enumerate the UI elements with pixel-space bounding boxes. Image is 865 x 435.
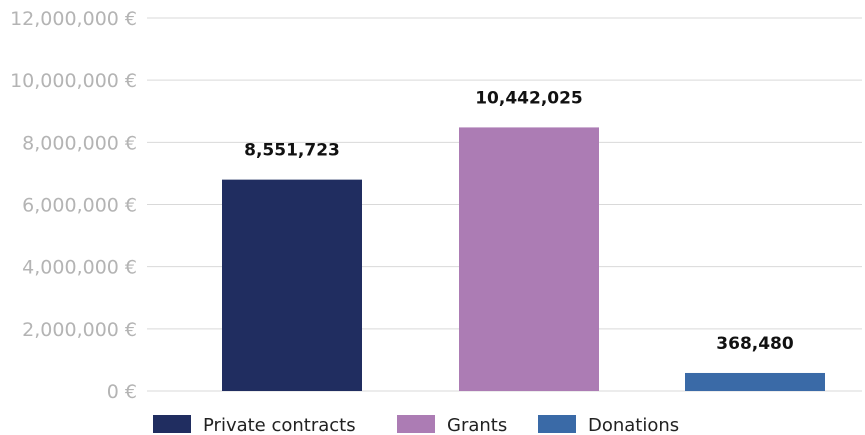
legend-label: Private contracts [203,415,356,435]
y-axis-labels: 0 € 2,000,000 € 4,000,000 € 6,000,000 € 8,00… [10,8,137,403]
legend-label: Grants [447,415,507,435]
bar-donations [685,373,825,391]
legend-swatch [153,415,191,433]
legend-swatch [397,415,435,433]
y-tick-label: 2,000,000 € [22,319,137,341]
y-tick-label: 12,000,000 € [10,8,137,30]
bar-grants [459,127,599,391]
legend: Private contracts Grants Donations [153,415,679,435]
y-tick-label: 4,000,000 € [22,257,137,279]
data-label: 8,551,723 [244,141,340,161]
data-label: 10,442,025 [475,88,583,108]
y-tick-label: 6,000,000 € [22,195,137,217]
legend-label: Donations [588,415,679,435]
bar-private-contracts [222,180,362,391]
y-tick-label: 8,000,000 € [22,132,137,154]
y-tick-label: 10,000,000 € [10,70,137,92]
legend-swatch [538,415,576,433]
y-tick-label: 0 € [107,381,137,403]
data-label: 368,480 [716,334,794,354]
